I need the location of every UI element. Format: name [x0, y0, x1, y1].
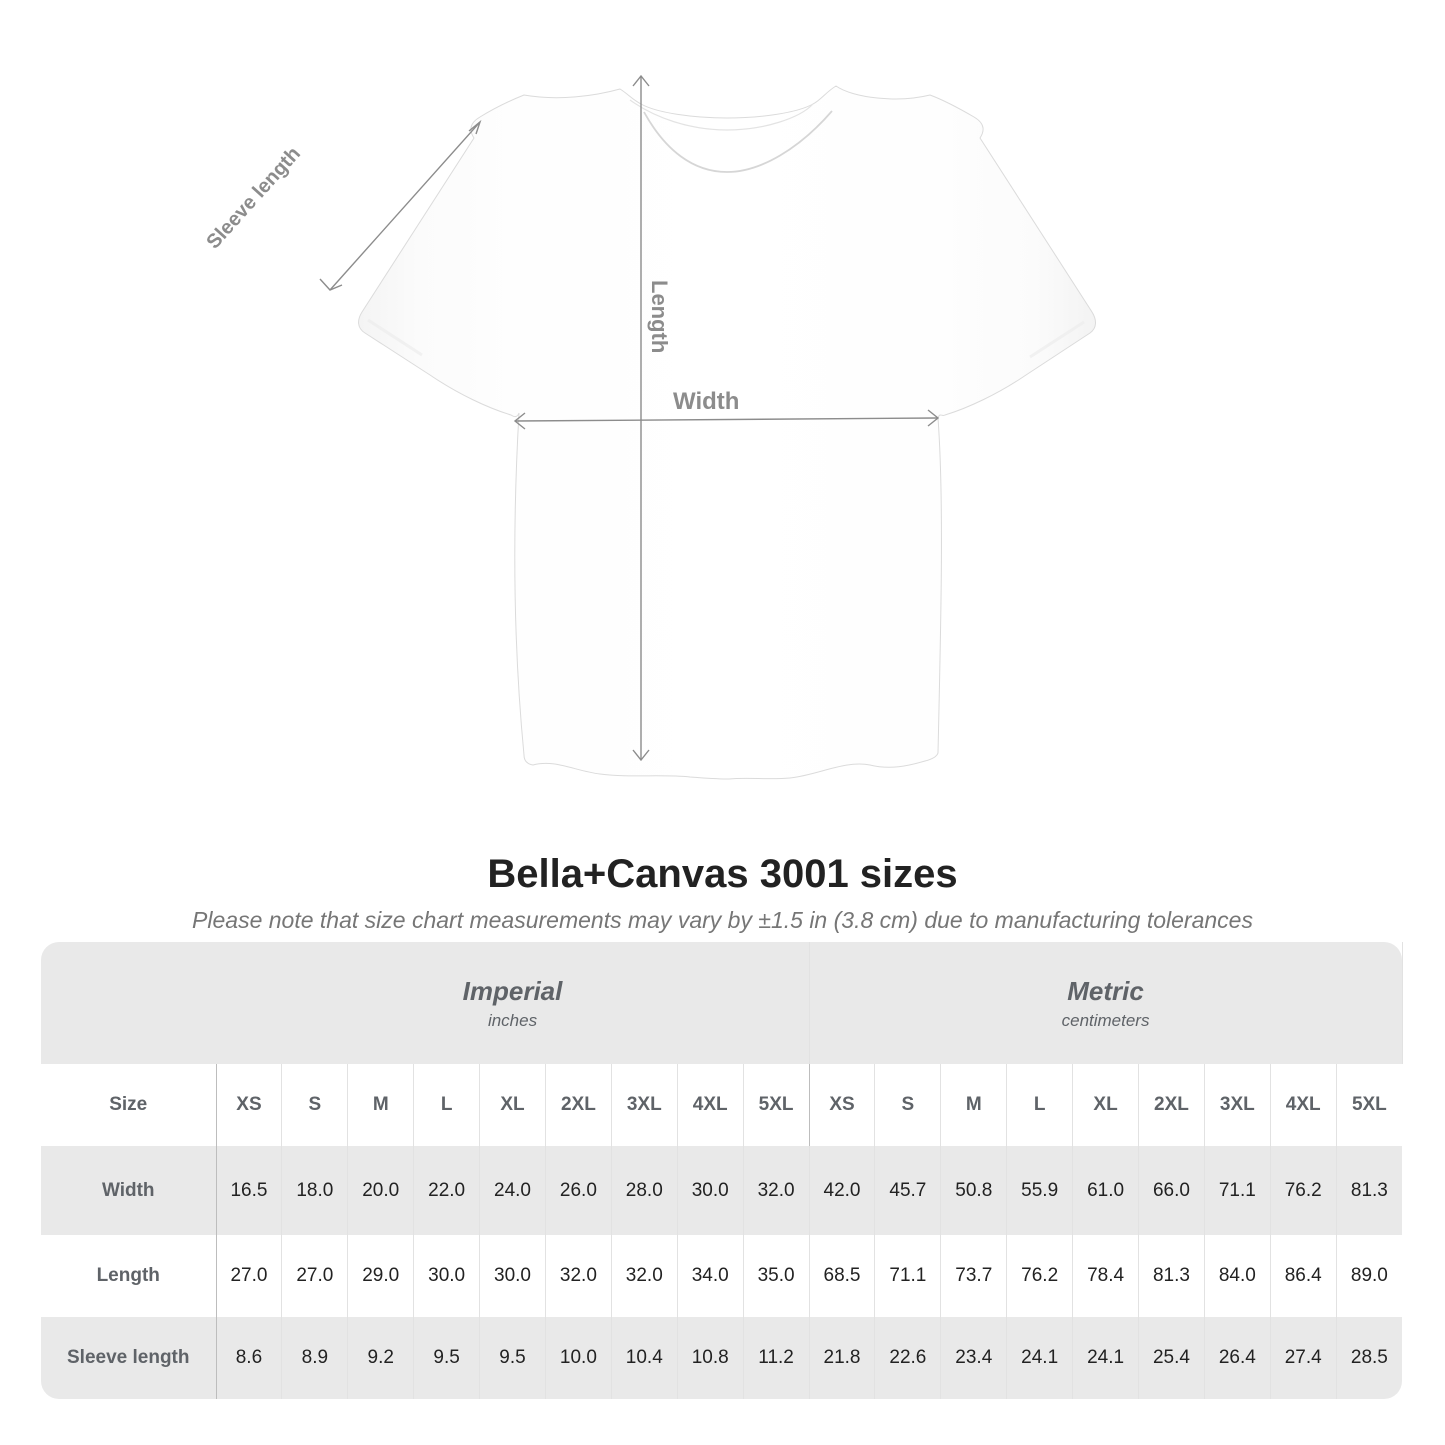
svg-text:Length: Length	[647, 280, 672, 353]
svg-text:Sleeve length: Sleeve length	[202, 143, 305, 254]
svg-text:Width: Width	[673, 388, 739, 415]
